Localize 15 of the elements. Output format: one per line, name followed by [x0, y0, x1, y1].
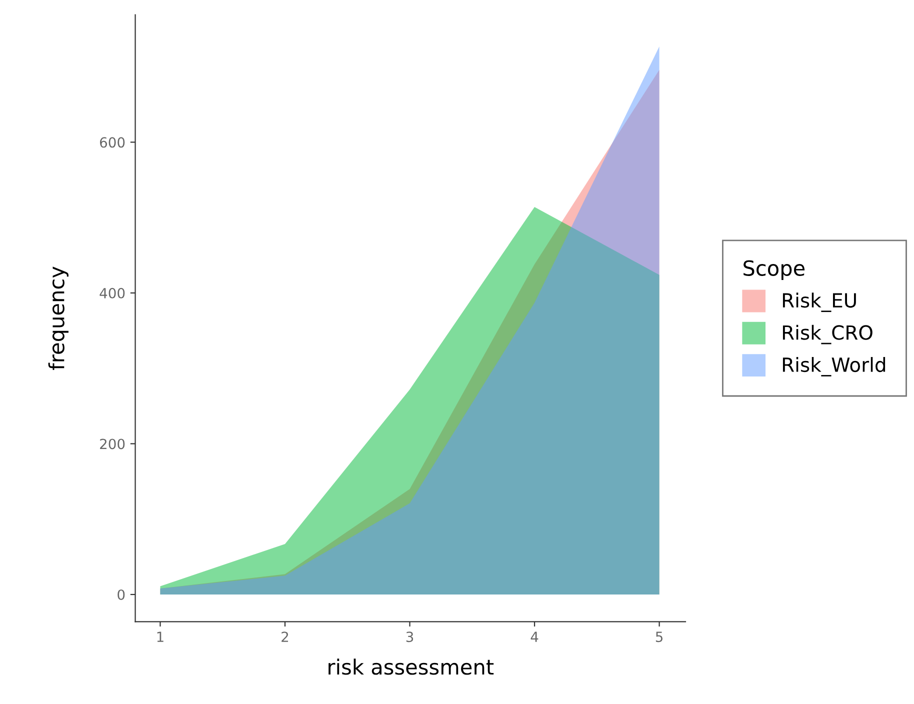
- x-tick-label: 5: [656, 632, 663, 642]
- y-tick-label: 200: [100, 438, 125, 450]
- x-tick-label: 1: [157, 632, 164, 642]
- x-tick-label: 2: [282, 632, 288, 642]
- x-axis-title: risk assessment: [328, 658, 494, 675]
- x-tick-label: 4: [530, 632, 538, 642]
- legend-label: Risk_CRO: [782, 324, 872, 344]
- legend-label: Risk_EU: [782, 292, 856, 312]
- legend-title: Scope: [744, 260, 805, 280]
- legend-label: Risk_World: [782, 357, 886, 376]
- y-axis-title: frequency: [48, 266, 68, 370]
- y-tick-label: 600: [100, 137, 125, 148]
- y-tick-label: 400: [100, 288, 125, 298]
- x-tick-label: 3: [406, 632, 414, 642]
- y-tick-label: 0: [118, 589, 125, 600]
